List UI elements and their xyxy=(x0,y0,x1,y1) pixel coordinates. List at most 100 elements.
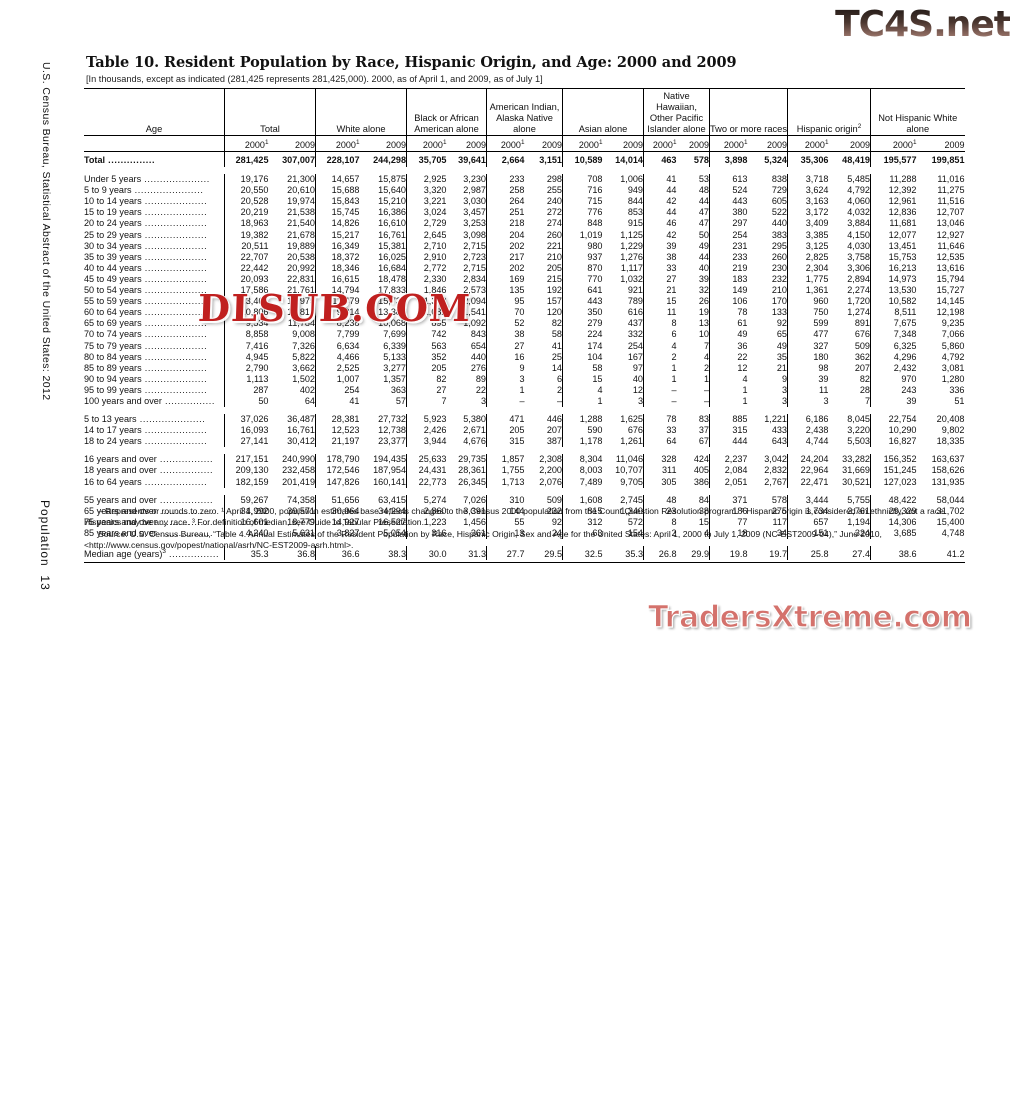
table-cell: 3,221 xyxy=(406,196,447,208)
table-cell: 210 xyxy=(546,251,562,262)
header-group-not-hispanic-white: Not Hispanic White alone xyxy=(870,88,965,136)
table-cell: 37,026 xyxy=(224,414,269,426)
table-cell: 7,026 xyxy=(463,494,486,505)
table-cell: 563 xyxy=(406,340,447,352)
header-year-2009-nhwhite: 2009 xyxy=(916,135,965,152)
table-cell: 16,610 xyxy=(378,218,406,229)
table-cell: 38.6 xyxy=(870,546,917,561)
table-body: Total ............... 281,425 307,007 228,1… xyxy=(84,151,965,564)
table-cell: 98 xyxy=(787,362,829,374)
table-cell: 16,386 xyxy=(378,207,406,218)
table-cell: 10,068 xyxy=(378,318,406,329)
table-cell: 3 xyxy=(486,373,525,385)
table-cell: – xyxy=(556,395,562,406)
table-cell: 2,438 xyxy=(787,425,829,437)
table-cell: – xyxy=(643,384,677,396)
table-cell: 2,910 xyxy=(406,251,447,263)
margin-page-number: 13 xyxy=(38,575,52,591)
table-cell: 3,718 xyxy=(787,174,829,186)
table-cell: 40 xyxy=(698,262,709,273)
row-spacer xyxy=(84,447,965,454)
table-cell: 13,530 xyxy=(870,285,917,297)
table-cell: 298 xyxy=(546,174,562,185)
table-cell: 3,944 xyxy=(406,436,447,448)
table-cell: 15,400 xyxy=(936,516,965,527)
table-cell: 7,675 xyxy=(870,318,917,330)
table-cell: 3,391 xyxy=(463,505,486,516)
table-cell: 15,812 xyxy=(287,307,315,318)
table-cell: 4 xyxy=(643,340,677,352)
row-age-label: 85 years and over ................. xyxy=(84,527,214,538)
table-cell: 4,060 xyxy=(847,196,870,207)
table-cell: 12,961 xyxy=(870,196,917,208)
table-cell: 42 xyxy=(643,229,677,241)
table-cell: 20,610 xyxy=(287,185,315,196)
row-age-label: 40 to 44 years .................... xyxy=(84,262,208,273)
table-cell: 207 xyxy=(546,425,562,436)
table-cell: 2,715 xyxy=(463,240,486,251)
table-cell: 440 xyxy=(771,218,787,229)
table-cell: 18,963 xyxy=(224,218,269,230)
table-cell: 170 xyxy=(771,296,787,307)
table-cell: 361 xyxy=(470,527,486,538)
table-cell: 2,200 xyxy=(539,465,562,476)
table-cell: 20,093 xyxy=(224,273,269,286)
table-cell: 613 xyxy=(709,174,748,186)
table-cell: 133 xyxy=(771,307,787,318)
table-cell: 5,380 xyxy=(463,414,486,425)
table-cell: 3,098 xyxy=(463,229,486,240)
table-cell: 120 xyxy=(546,307,562,318)
table-cell: 2,094 xyxy=(463,296,486,307)
table-cell: 3,444 xyxy=(787,494,829,506)
row-spacer xyxy=(84,407,965,414)
table-cell: 251 xyxy=(486,207,525,219)
table-row: 90 to 94 years .................... 1,113… xyxy=(84,373,965,385)
table-cell: 4,032 xyxy=(847,207,870,218)
table-cell: 9,214 xyxy=(315,307,360,319)
table-cell: 39 xyxy=(787,373,829,385)
table-cell: 12,392 xyxy=(870,185,917,197)
table-cell: 405 xyxy=(693,465,709,476)
table-cell: 471 xyxy=(486,414,525,426)
table-cell: 26,345 xyxy=(458,476,486,487)
table-cell: 2,274 xyxy=(847,285,870,296)
table-cell: 572 xyxy=(627,516,643,527)
table-cell: 47 xyxy=(698,218,709,229)
table-cell: 15,217 xyxy=(315,229,360,241)
table-cell: 182,159 xyxy=(224,476,269,488)
header-year-2000-asian: 20001 xyxy=(562,135,603,152)
table-cell: 30,521 xyxy=(842,476,870,487)
table-cell: 11,784 xyxy=(287,318,315,329)
header-year-2009-two-or-more: 2009 xyxy=(747,135,788,152)
table-cell: 15 xyxy=(698,516,709,527)
table-cell: 163,637 xyxy=(931,454,965,465)
table-cell: 11,646 xyxy=(937,240,965,251)
table-cell: 92 xyxy=(551,516,562,527)
table-cell: 38 xyxy=(486,329,525,341)
table-cell: 195,577 xyxy=(870,151,917,168)
table-cell: 599 xyxy=(787,318,829,330)
table-cell: 217 xyxy=(486,251,525,263)
table-cell: 1 xyxy=(643,362,677,374)
header-age-blank xyxy=(84,135,225,152)
table-cell: 7 xyxy=(406,395,447,408)
table-cell: 22 xyxy=(709,351,748,363)
table-cell: 4 xyxy=(562,384,603,396)
table-cell: 1,720 xyxy=(847,296,870,307)
table-cell: 440 xyxy=(470,351,486,362)
table-cell: 4,150 xyxy=(847,229,870,240)
table-cell: 15,381 xyxy=(378,240,406,251)
table-cell: 1,280 xyxy=(941,373,965,384)
table-cell: 424 xyxy=(693,454,709,465)
table-cell: 15,753 xyxy=(870,251,917,263)
table-cell: 151,245 xyxy=(870,465,917,477)
table-cell: 444 xyxy=(709,436,748,448)
table-cell: 3,624 xyxy=(787,185,829,197)
table-cell: 7,066 xyxy=(941,329,965,340)
table-footnotes: – Represents or rounds to zero. ¹ April … xyxy=(84,506,956,552)
table-cell: 328 xyxy=(643,454,677,466)
table-cell: 44 xyxy=(698,251,709,262)
table-cell: 29,735 xyxy=(458,454,486,465)
table-cell: 28,361 xyxy=(458,465,486,476)
table-cell: 39 xyxy=(643,240,677,252)
